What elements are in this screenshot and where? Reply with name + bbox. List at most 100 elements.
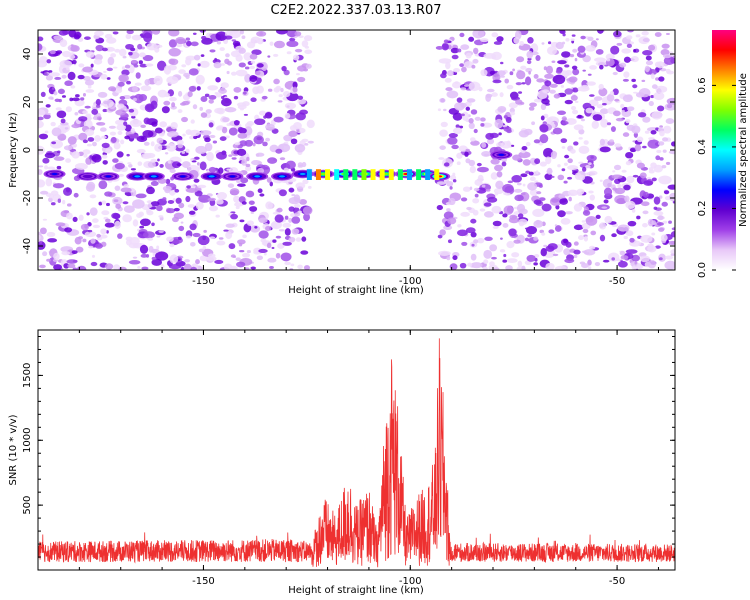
noise-speck [473,187,480,192]
noise-speck [297,264,303,270]
noise-speck [132,256,138,259]
noise-speck [449,263,458,270]
noise-speck [658,227,665,232]
noise-speck [205,109,212,114]
noise-speck [269,181,274,187]
noise-speck [44,165,49,170]
snr-y-tick-label-0: 500 [22,496,33,515]
noise-speck [505,116,512,123]
noise-speck [82,92,87,97]
noise-speck [653,211,664,216]
noise-speck [64,80,73,87]
noise-speck [521,82,526,85]
noise-speck [113,142,121,150]
noise-speck [293,204,301,208]
noise-speck [540,247,547,257]
noise-speck [142,231,155,239]
noise-speck [573,254,578,259]
noise-speck [74,236,82,245]
noise-speck [517,260,523,267]
noise-speck [105,46,115,52]
noise-speck [137,266,141,269]
noise-speck [216,240,226,246]
noise-speck [199,130,212,136]
noise-speck [134,48,139,53]
noise-speck [64,127,69,130]
noise-speck [104,263,114,270]
noise-speck [45,104,51,108]
noise-speck [82,139,88,144]
noise-speck [601,103,607,106]
noise-speck [458,145,468,152]
noise-speck [516,70,526,80]
noise-speck [493,267,500,270]
noise-speck [437,234,443,239]
noise-speck [221,126,228,134]
noise-speck [44,152,56,159]
noise-speck [623,184,631,191]
noise-speck [189,135,195,140]
noise-speck [139,63,148,68]
noise-speck [564,154,570,159]
noise-speck [535,55,541,61]
noise-speck [629,147,637,153]
noise-speck [464,84,470,87]
noise-speck [568,76,578,83]
noise-speck [573,224,584,231]
noise-speck [151,222,155,227]
noise-speck [208,94,217,100]
noise-speck [581,220,586,223]
noise-speck [611,233,617,238]
noise-speck [533,98,543,103]
noise-speck [625,230,634,237]
noise-speck [527,36,534,44]
noise-speck [632,84,638,89]
noise-speck [533,236,539,241]
noise-speck [654,32,662,37]
noise-speck [225,223,235,228]
noise-speck [642,50,653,56]
noise-speck [181,151,186,154]
noise-speck [284,228,291,236]
noise-speck [229,188,240,196]
noise-speck [304,49,313,55]
noise-speck [509,111,516,116]
noise-speck [136,148,146,154]
noise-speck [451,81,462,89]
noise-speck [549,89,556,94]
noise-speck [169,254,179,264]
noise-speck [261,95,268,100]
noise-speck [669,192,675,202]
noise-speck [265,123,275,130]
noise-speck [190,119,195,124]
noise-speck [178,202,185,209]
noise-speck [455,124,460,129]
noise-speck [134,82,142,86]
noise-speck [543,244,548,248]
noise-speck [139,244,149,254]
noise-speck [490,158,500,165]
noise-speck [143,141,150,146]
noise-speck [249,65,256,70]
noise-speck [63,263,70,269]
noise-speck [193,54,201,61]
noise-speck [473,128,478,134]
noise-speck [571,65,578,70]
noise-speck [101,154,108,159]
noise-speck [128,108,135,113]
noise-speck [45,74,53,81]
noise-speck [513,188,523,193]
noise-speck [109,131,117,136]
noise-speck [195,74,205,85]
noise-speck [157,60,167,71]
noise-speck [133,97,137,102]
noise-speck [93,58,103,65]
noise-speck [266,242,272,249]
noise-speck [304,143,309,146]
noise-speck [527,182,538,191]
noise-speck [642,116,651,123]
noise-speck [501,161,507,167]
noise-speck [55,50,63,54]
noise-speck [216,107,225,115]
noise-speck [178,225,185,232]
